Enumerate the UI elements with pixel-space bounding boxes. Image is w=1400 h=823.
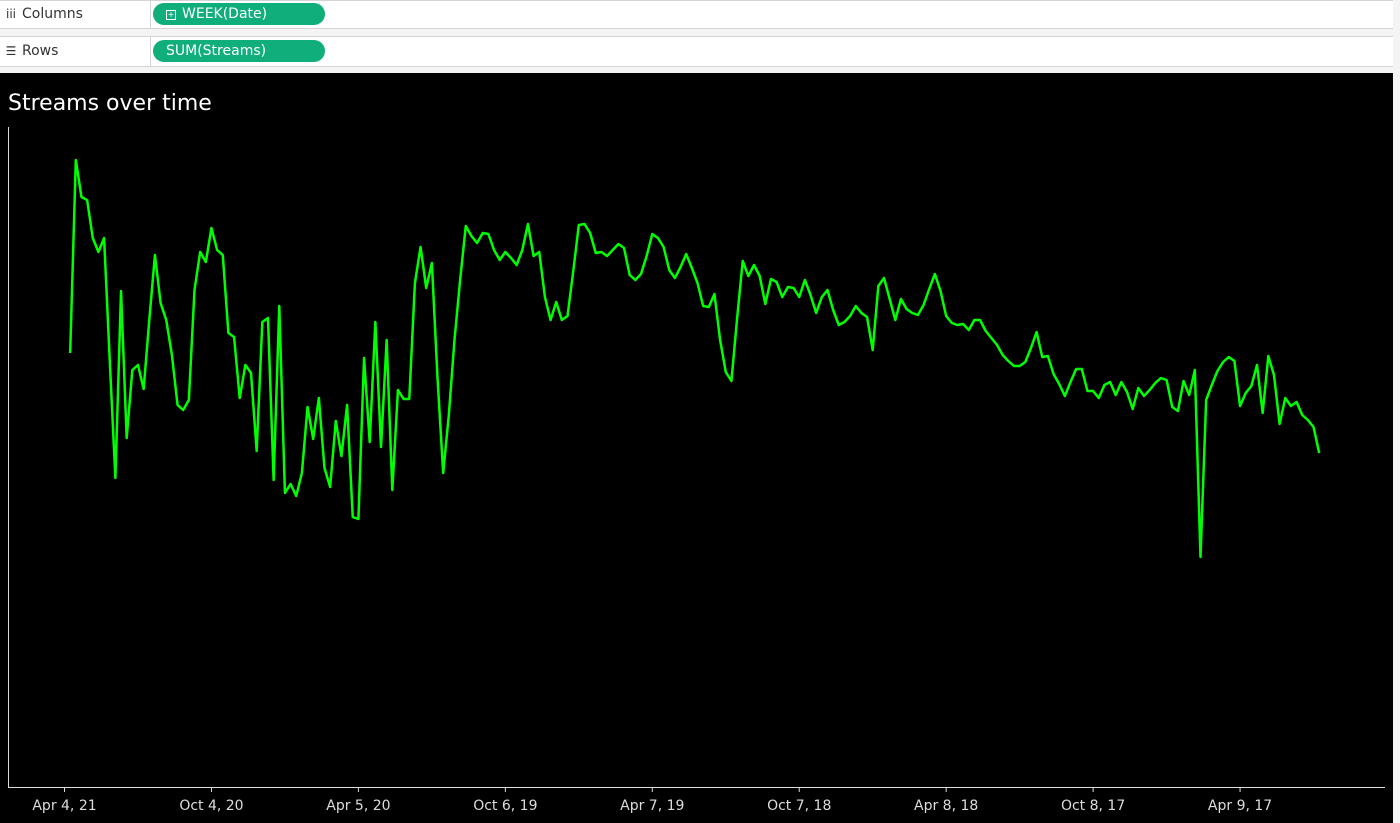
chart-title: Streams over time xyxy=(8,91,212,116)
x-tick-label: Apr 8, 18 xyxy=(914,798,978,814)
rows-shelf: ☰ Rows SUM(Streams) xyxy=(0,36,1393,67)
rows-label: ☰ Rows xyxy=(0,37,151,66)
columns-text: Columns xyxy=(22,6,83,22)
rows-text: Rows xyxy=(22,43,59,59)
x-tick-label: Oct 4, 20 xyxy=(179,798,243,814)
x-tick-label: Oct 8, 17 xyxy=(1061,798,1125,814)
line xyxy=(68,158,1321,559)
x-tick-label: Apr 9, 17 xyxy=(1208,798,1272,814)
columns-label: iii Columns xyxy=(0,1,151,28)
x-tick-label: Oct 6, 19 xyxy=(473,798,537,814)
rows-pill-text: SUM(Streams) xyxy=(166,43,267,59)
x-tick-label: Apr 7, 19 xyxy=(620,798,684,814)
columns-pill[interactable]: + WEEK(Date) xyxy=(153,3,325,25)
columns-shelf: iii Columns + WEEK(Date) xyxy=(0,0,1393,29)
rows-pill[interactable]: SUM(Streams) xyxy=(153,40,325,62)
columns-pill-text: WEEK(Date) xyxy=(182,6,268,22)
x-tick-label: Oct 7, 18 xyxy=(767,798,831,814)
x-tick-label: Apr 4, 21 xyxy=(32,798,96,814)
chart: Streams over time Apr 4, 21 Oct 4, 20 Apr … xyxy=(0,73,1393,823)
x-tick-label: Apr 5, 20 xyxy=(326,798,390,814)
